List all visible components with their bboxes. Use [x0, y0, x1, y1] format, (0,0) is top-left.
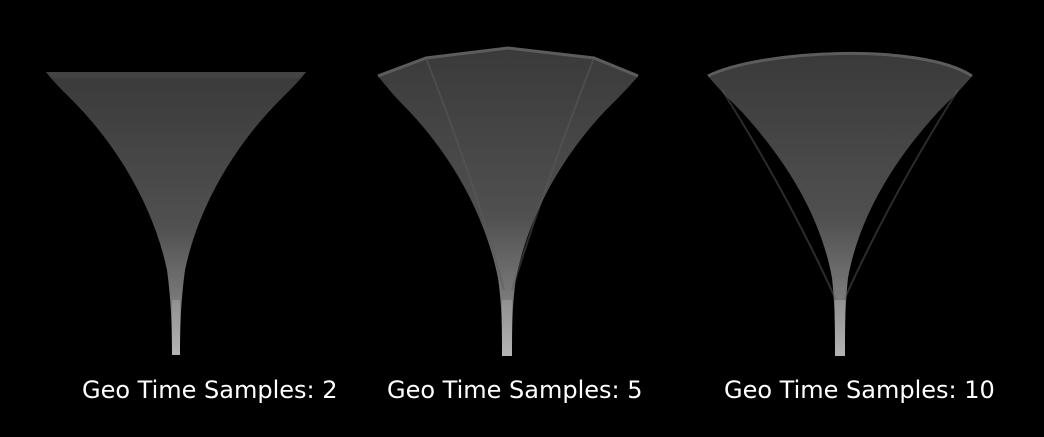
caption-geo-time-samples-10: Geo Time Samples: 10 [724, 376, 995, 404]
funnel-shape-1 [46, 72, 306, 355]
caption-geo-time-samples-2: Geo Time Samples: 2 [82, 376, 338, 404]
caption-geo-time-samples-5: Geo Time Samples: 5 [387, 376, 643, 404]
funnel-shape-3 [707, 51, 973, 356]
funnel-shape-2 [377, 46, 639, 356]
